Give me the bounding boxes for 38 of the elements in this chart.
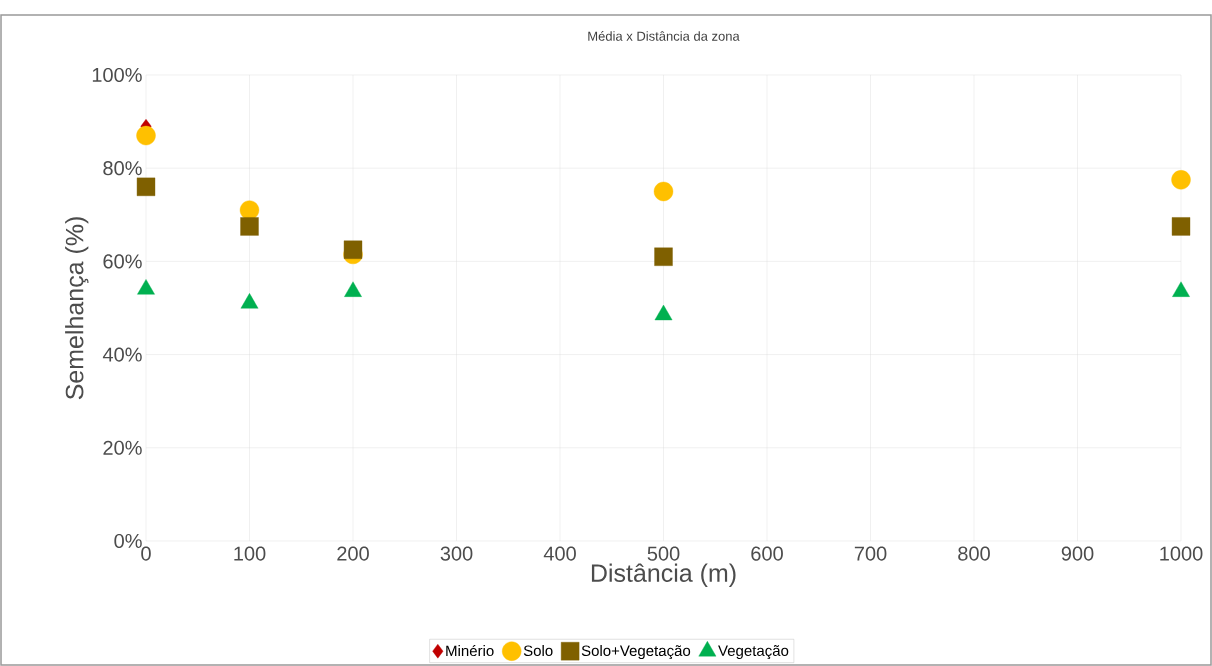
x-tick-label: 900 [1061, 546, 1094, 561]
point [653, 181, 674, 202]
x-tick-label: 200 [337, 546, 369, 561]
chart-title: Média x Distância da zona [588, 31, 740, 41]
x-tick-label: 800 [958, 546, 990, 561]
point [136, 125, 156, 146]
y-tick-label: 40% [102, 347, 142, 362]
x-tick-label: 1000 [1160, 546, 1203, 561]
point [240, 293, 259, 309]
x-tick-label: 300 [440, 546, 473, 561]
x-tick-label: 100 [234, 546, 266, 561]
point [136, 177, 156, 196]
y-tick-label: 100% [92, 67, 142, 83]
y-tick-label: 0% [114, 533, 142, 549]
legend-label: Minério [446, 644, 494, 657]
x-tick-label: 700 [854, 546, 887, 561]
y-tick-label: 60% [103, 254, 142, 269]
point [654, 304, 673, 321]
x-tick-label: 500 [647, 546, 680, 561]
y-tick-label: 20% [103, 440, 142, 455]
point [137, 279, 155, 295]
point [654, 247, 673, 266]
point [344, 281, 362, 297]
x-tick-label: 400 [543, 546, 576, 561]
point [1171, 170, 1191, 190]
x-tick-label: 0 [141, 546, 151, 561]
point [240, 217, 259, 236]
y-axis-title: Semelhança (%) [65, 217, 89, 400]
point [239, 200, 260, 220]
legend-label: Solo [523, 645, 553, 657]
y-tick-label: 80% [103, 161, 142, 176]
point [343, 240, 363, 259]
legend-label: Vegetação [718, 645, 789, 660]
x-tick-label: 600 [751, 546, 783, 561]
point [1171, 217, 1191, 236]
x-axis-title: Distância (m) [591, 563, 736, 587]
legend-label: Solo+Vegetação [581, 645, 691, 660]
point [1172, 281, 1190, 297]
